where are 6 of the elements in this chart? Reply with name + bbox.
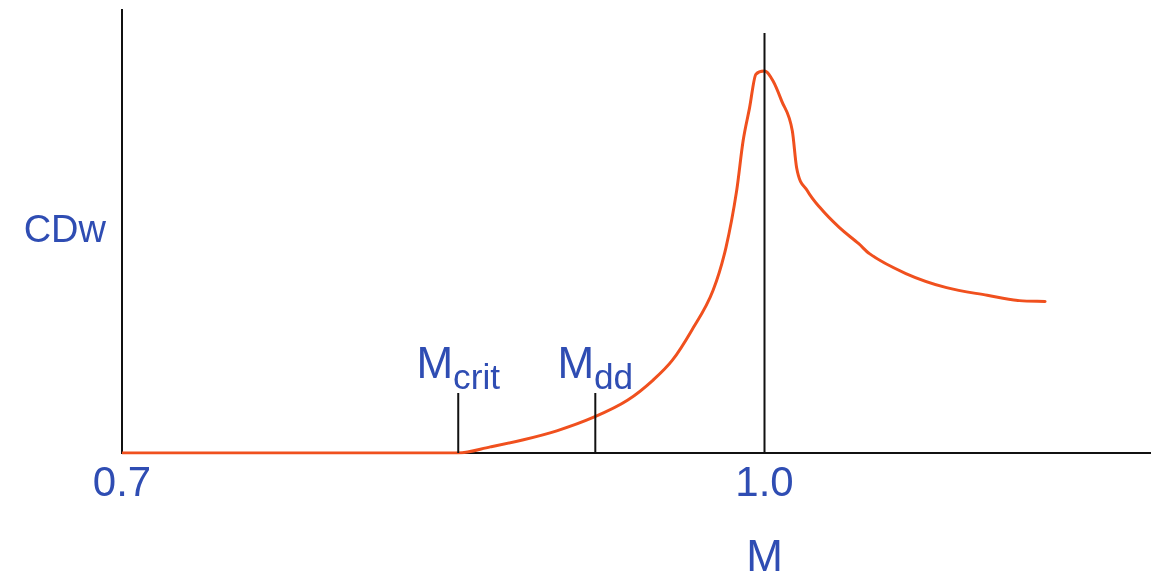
x-tick-label: 1.0 [735, 457, 794, 505]
ref-line-label: M$_{crit}$ [416, 338, 501, 396]
x-axis-title: M [746, 531, 783, 575]
x-tick-label: 0.7 [92, 457, 152, 505]
y-axis-title: CDw [23, 207, 107, 250]
ref-line-label: M$_{dd}$ [557, 338, 634, 396]
